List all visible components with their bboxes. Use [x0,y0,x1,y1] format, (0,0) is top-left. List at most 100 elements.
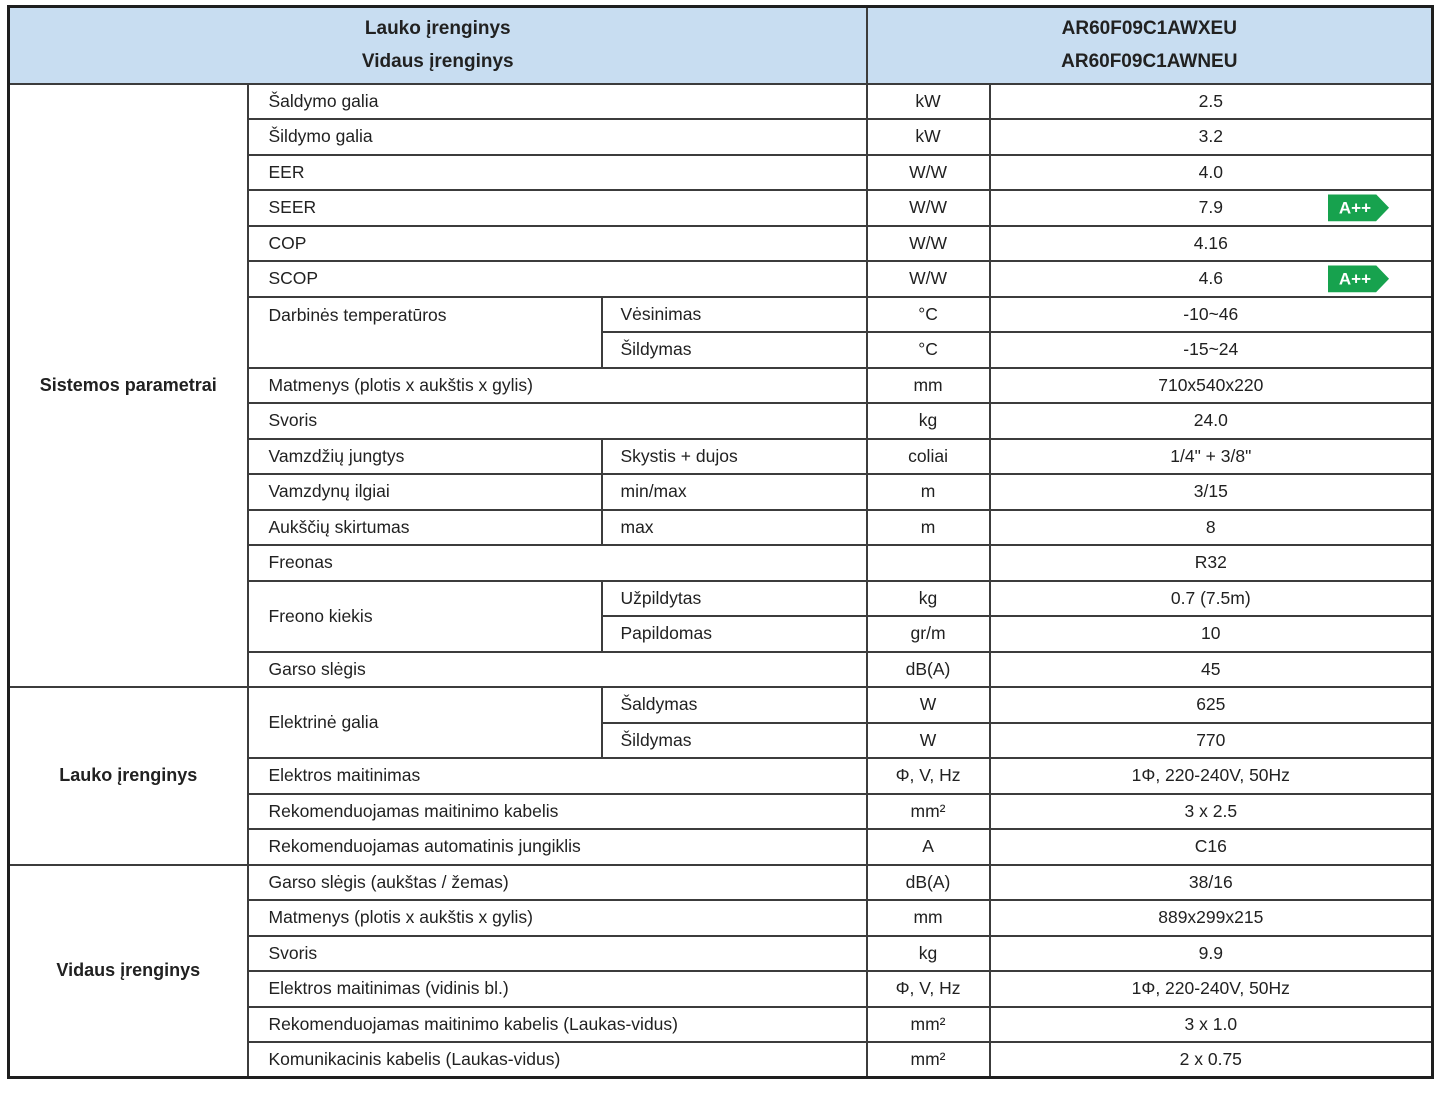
table-body: Sistemos parametrai Šaldymo galia kW 2.5 Šil… [7,82,1434,1079]
section-label-cell: Vidaus įrenginys [7,863,249,1079]
unit-cell: m [865,473,991,511]
value-cell: 38/16 [988,863,1434,901]
spec-table: Lauko įrenginys Vidaus įrenginys AR60F09… [7,5,1435,1079]
value-text: -15~24 [1183,339,1239,360]
table-row: Elektros maitinimas (vidinis bl.) Φ, V, H… [9,970,1434,1008]
value-cell: -15~24 [988,331,1434,369]
table-row: Svoris kg 24.0 [9,402,1434,440]
value-text: 3.2 [1198,126,1223,147]
table-row: Papildomas gr/m 10 [9,615,1434,653]
unit-cell: mm² [865,1005,991,1043]
table-row: Matmenys (plotis x aukštis x gylis) mm 710… [9,366,1434,404]
value-cell: 3/15 [988,473,1434,511]
table-row: Elektros maitinimas Φ, V, Hz 1Φ, 220-240V,… [9,757,1434,795]
section-label-cell: Sistemos parametrai [7,82,249,688]
value-text: -10~46 [1183,303,1239,324]
header-model-numbers: AR60F09C1AWXEU AR60F09C1AWNEU [865,5,1434,85]
value-cell: C16 [988,828,1434,866]
unit-cell: mm [865,899,991,937]
value-cell: 770 [988,721,1434,759]
parameter-cell: Elektrinė galia [246,686,603,759]
header-model-outdoor: AR60F09C1AWXEU [1061,18,1237,40]
value-text: 2.5 [1198,90,1223,111]
unit-cell: °C [865,295,991,333]
parameter-cell: Vamzdžių jungtys [246,437,603,475]
value-text: 1/4" + 3/8" [1170,445,1252,466]
sub-parameter-cell: Papildomas [600,615,868,653]
value-cell: -10~46 [988,295,1434,333]
unit-cell: W [865,721,991,759]
energy-class-badge: A++ [1328,194,1389,221]
parameter-cell: Rekomenduojamas maitinimo kabelis (Lauka… [246,1005,868,1043]
table-row: Rekomenduojamas automatinis jungiklis A C1… [9,828,1434,866]
sub-parameter-cell: Šildymas [600,721,868,759]
table-row: Šildymas W 770 [9,721,1434,759]
value-cell: 4.6 A++ [988,260,1434,298]
unit-cell [865,544,991,582]
value-text: R32 [1194,552,1227,573]
table-row: Rekomenduojamas maitinimo kabelis (Lauka… [9,1005,1434,1043]
parameter-cell: Freono kiekis [246,579,603,653]
parameter-cell: Freonas [246,544,868,582]
value-cell: 9.9 [988,934,1434,972]
value-cell: 625 [988,686,1434,724]
parameter-cell: SCOP [246,260,868,298]
value-text: 770 [1196,729,1226,750]
unit-cell: m [865,508,991,546]
parameter-cell: SEER [246,189,868,227]
header-outdoor-label: Lauko įrenginys [364,18,511,40]
sub-parameter-cell: Užpildytas [600,579,868,617]
sub-parameter-cell: min/max [600,473,868,511]
sub-parameter-cell: Vėsinimas [600,295,868,333]
value-cell: 3 x 1.0 [988,1005,1434,1043]
parameter-cell: Garso slėgis (aukštas / žemas) [246,863,868,901]
value-cell: 4.0 [988,153,1434,191]
value-text: 8 [1205,516,1216,537]
value-text: 4.16 [1193,232,1228,253]
header-model-indoor: AR60F09C1AWNEU [1061,51,1238,73]
value-text: 45 [1201,658,1221,679]
table-row: Šildymo galia kW 3.2 [9,118,1434,156]
parameter-cell: Vamzdynų ilgiai [246,473,603,511]
unit-cell: kg [865,579,991,617]
sub-parameter-cell: Šaldymas [600,686,868,724]
table-row: Vidaus įrenginys Garso slėgis (aukštas / … [7,863,1434,1079]
unit-cell: dB(A) [865,863,991,901]
table-row: Vamzdžių jungtys Skystis + dujos coliai 1/4… [9,437,1434,475]
value-text: 625 [1196,694,1226,715]
unit-cell: coliai [865,437,991,475]
header-unit-names: Lauko įrenginys Vidaus įrenginys [7,5,868,85]
value-text: 10 [1201,623,1221,644]
value-text: 3 x 2.5 [1184,800,1238,821]
value-text: 4.0 [1198,161,1223,182]
value-cell: 2.5 [988,82,1434,120]
unit-cell: W/W [865,260,991,298]
unit-cell: dB(A) [865,650,991,688]
value-cell: 1Φ, 220-240V, 50Hz [988,970,1434,1008]
value-cell: R32 [988,544,1434,582]
sub-parameter-cell: max [600,508,868,546]
parameter-cell: Svoris [246,402,868,440]
value-cell: 2 x 0.75 [988,1041,1434,1079]
value-text: 0.7 (7.5m) [1170,587,1251,608]
unit-cell: Φ, V, Hz [865,970,991,1008]
value-cell: 0.7 (7.5m) [988,579,1434,617]
parameter-cell: Svoris [246,934,868,972]
table-row: Freonas R32 [9,544,1434,582]
table-row: Komunikacinis kabelis (Laukas-vidus) mm² 2… [9,1041,1434,1079]
table-row: Svoris kg 9.9 [9,934,1434,972]
table-row: Darbinės temperatūros Vėsinimas °C -10~46 [9,295,1434,369]
sub-parameter-cell: Šildymas [600,331,868,369]
value-cell: 7.9 A++ [988,189,1434,227]
value-text: 7.9 [1198,197,1223,218]
parameter-cell: Elektros maitinimas (vidinis bl.) [246,970,868,1008]
table-row: Aukščių skirtumas max m 8 [9,508,1434,546]
unit-cell: Φ, V, Hz [865,757,991,795]
value-cell: 3.2 [988,118,1434,156]
value-text: 1Φ, 220-240V, 50Hz [1131,765,1290,786]
value-text: 3/15 [1193,481,1228,502]
unit-cell: mm² [865,1041,991,1079]
parameter-cell: Matmenys (plotis x aukštis x gylis) [246,899,868,937]
parameter-cell: Elektros maitinimas [246,757,868,795]
table-row: SCOP W/W 4.6 A++ [9,260,1434,298]
